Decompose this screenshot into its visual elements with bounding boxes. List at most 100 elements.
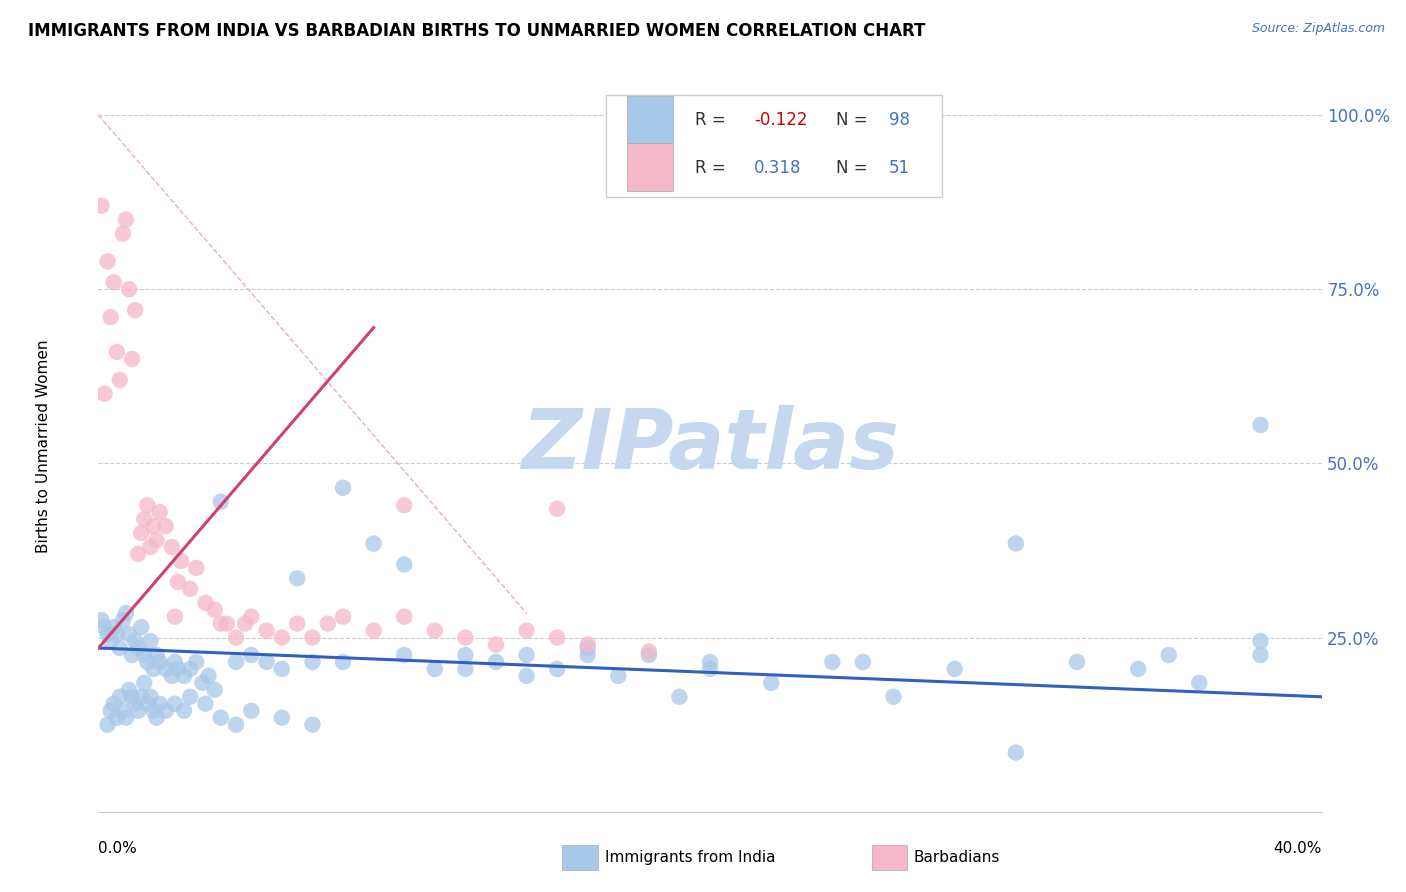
Point xyxy=(194,697,217,711)
Point xyxy=(256,655,278,669)
Point xyxy=(423,662,446,676)
Point xyxy=(173,669,195,683)
Point xyxy=(103,620,125,634)
Point xyxy=(145,648,167,662)
Point xyxy=(576,638,599,652)
Text: IMMIGRANTS FROM INDIA VS BARBADIAN BIRTHS TO UNMARRIED WOMEN CORRELATION CHART: IMMIGRANTS FROM INDIA VS BARBADIAN BIRTH… xyxy=(28,22,925,40)
Point xyxy=(149,505,172,519)
Point xyxy=(118,627,141,641)
FancyBboxPatch shape xyxy=(627,96,673,144)
Point xyxy=(100,634,122,648)
Point xyxy=(155,519,177,533)
Point xyxy=(607,669,630,683)
Point xyxy=(485,638,508,652)
Point xyxy=(115,711,138,725)
Point xyxy=(186,561,208,575)
Point xyxy=(301,717,323,731)
Point xyxy=(170,554,193,568)
Text: N =: N = xyxy=(837,159,873,177)
Point xyxy=(225,655,247,669)
Point xyxy=(124,697,146,711)
Point xyxy=(1128,662,1150,676)
Text: 0.318: 0.318 xyxy=(754,159,801,177)
Point xyxy=(285,571,308,585)
Point xyxy=(103,275,125,289)
Point xyxy=(363,624,385,638)
Point xyxy=(134,676,156,690)
Point xyxy=(179,662,201,676)
Point xyxy=(699,655,721,669)
Text: Barbadians: Barbadians xyxy=(914,850,1000,864)
Point xyxy=(142,519,165,533)
Point xyxy=(225,631,247,645)
Point xyxy=(155,662,177,676)
Point xyxy=(108,640,131,655)
Point xyxy=(108,690,131,704)
Point xyxy=(121,690,143,704)
Point xyxy=(136,498,159,512)
Point xyxy=(173,704,195,718)
Point xyxy=(124,634,146,648)
Point xyxy=(392,498,416,512)
Point xyxy=(392,648,416,662)
Point xyxy=(127,640,149,655)
Point xyxy=(332,609,354,624)
Point xyxy=(186,655,208,669)
Point xyxy=(111,704,134,718)
Point xyxy=(167,574,190,589)
Point xyxy=(204,603,226,617)
Point xyxy=(142,662,165,676)
Point xyxy=(852,655,875,669)
Point xyxy=(127,547,149,561)
Point xyxy=(163,609,186,624)
Text: 0.0%: 0.0% xyxy=(98,841,138,856)
Text: N =: N = xyxy=(837,112,873,129)
Point xyxy=(332,481,354,495)
Point xyxy=(145,711,167,725)
Point xyxy=(129,620,152,634)
Point xyxy=(883,690,905,704)
Point xyxy=(516,648,538,662)
Point xyxy=(270,711,292,725)
Point xyxy=(270,662,292,676)
Point xyxy=(392,558,416,572)
Point xyxy=(316,616,339,631)
Point xyxy=(136,655,159,669)
Point xyxy=(301,631,323,645)
Text: ZIPatlas: ZIPatlas xyxy=(522,406,898,486)
Point xyxy=(103,697,125,711)
Point xyxy=(546,631,568,645)
Point xyxy=(90,199,112,213)
Point xyxy=(121,351,143,366)
Text: 98: 98 xyxy=(889,112,910,129)
Point xyxy=(149,697,172,711)
Point xyxy=(256,624,278,638)
Point xyxy=(163,655,186,669)
Point xyxy=(118,682,141,697)
Point xyxy=(129,526,152,541)
Point xyxy=(332,655,354,669)
Point xyxy=(1188,676,1211,690)
Point xyxy=(392,609,416,624)
Point xyxy=(139,634,162,648)
Point xyxy=(240,609,263,624)
Text: 40.0%: 40.0% xyxy=(1274,841,1322,856)
Point xyxy=(516,669,538,683)
Point xyxy=(105,711,128,725)
FancyBboxPatch shape xyxy=(627,144,673,191)
Point xyxy=(93,620,115,634)
Point xyxy=(1249,634,1271,648)
Point xyxy=(233,616,256,631)
Point xyxy=(149,655,172,669)
Point xyxy=(516,624,538,638)
Point xyxy=(145,533,167,547)
Point xyxy=(197,669,219,683)
Point xyxy=(97,254,120,268)
Point xyxy=(134,648,156,662)
Point xyxy=(129,690,152,704)
Point xyxy=(821,655,844,669)
Point xyxy=(225,717,247,731)
Point xyxy=(637,644,661,658)
Point xyxy=(240,648,263,662)
Point xyxy=(576,640,599,655)
